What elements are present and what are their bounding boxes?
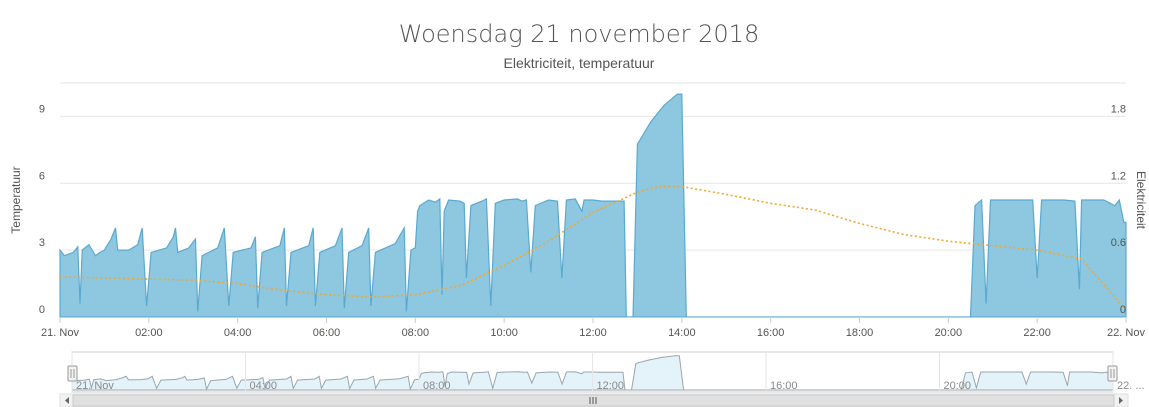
y-right-tick-label: 0.6: [1111, 237, 1126, 249]
y-right-tick-label: 1.8: [1111, 103, 1126, 115]
navigator-tick-label: 16:00: [770, 380, 798, 392]
y-left-tick-label: 0: [39, 304, 45, 316]
x-tick-label: 02:00: [135, 327, 163, 339]
x-tick-label: 10:00: [490, 327, 518, 339]
y-left-tick-label: 9: [39, 103, 45, 115]
x-tick-label: 22:00: [1023, 327, 1051, 339]
y-right-tick-label: 1.2: [1111, 170, 1126, 182]
navigator[interactable]: 21. Nov 04:00 08:00 12:00 16:00 20:00 22. ...: [67, 351, 1145, 393]
x-axis: 21. Nov 02:00 04:00 06:00 08:00 10:00 12:00 14:…: [41, 317, 1145, 339]
chart-title: Woensdag 21 november 2018: [399, 20, 759, 48]
scrollbar-grip-icon: [589, 397, 597, 404]
y-axis-right-title: Elektriciteit: [1134, 171, 1148, 230]
navigator-tick-label: 20:00: [944, 380, 972, 392]
x-tick-label: 20:00: [935, 327, 963, 339]
electricity-series: [59, 93, 1127, 318]
electricity-area: [59, 93, 1127, 318]
temperature-line: [59, 185, 1127, 311]
scrollbar-left-arrow-icon[interactable]: [65, 397, 69, 404]
navigator-tick-label: 12:00: [597, 380, 625, 392]
navigator-left-handle[interactable]: [67, 365, 78, 382]
x-tick-label: 18:00: [846, 327, 874, 339]
x-tick-label: 22. Nov: [1107, 327, 1145, 339]
y-axis-right: 0 0.6 1.2 1.8: [1111, 103, 1126, 316]
navigator-labels: 21. Nov 04:00 08:00 12:00 16:00 20:00 22. ...: [71, 352, 1145, 392]
y-axis-left: 0 3 6 9: [39, 103, 45, 316]
y-left-tick-label: 6: [39, 170, 45, 182]
scrollbar[interactable]: [59, 393, 1129, 407]
navigator-tick-label: 21. Nov: [76, 380, 114, 392]
navigator-tick-label: 08:00: [423, 380, 451, 392]
x-tick-label: 21. Nov: [41, 327, 79, 339]
y-axis-left-title: Temperatuur: [9, 166, 23, 233]
navigator-tick-label: 04:00: [250, 380, 278, 392]
y-left-tick-label: 3: [39, 237, 45, 249]
x-tick-label: 12:00: [579, 327, 607, 339]
x-tick-label: 08:00: [402, 327, 430, 339]
temperature-series: [59, 185, 1127, 311]
x-tick-label: 14:00: [668, 327, 696, 339]
navigator-tick-label: 22. ...: [1117, 380, 1145, 392]
x-tick-label: 06:00: [313, 327, 341, 339]
chart-subtitle: Elektriciteit, temperatuur: [504, 55, 655, 71]
scrollbar-right-arrow-icon[interactable]: [1119, 397, 1123, 404]
navigator-right-handle[interactable]: [1107, 365, 1118, 382]
x-tick-label: 16:00: [757, 327, 785, 339]
x-tick-label: 04:00: [224, 327, 252, 339]
y-right-tick-label: 0: [1120, 304, 1126, 316]
